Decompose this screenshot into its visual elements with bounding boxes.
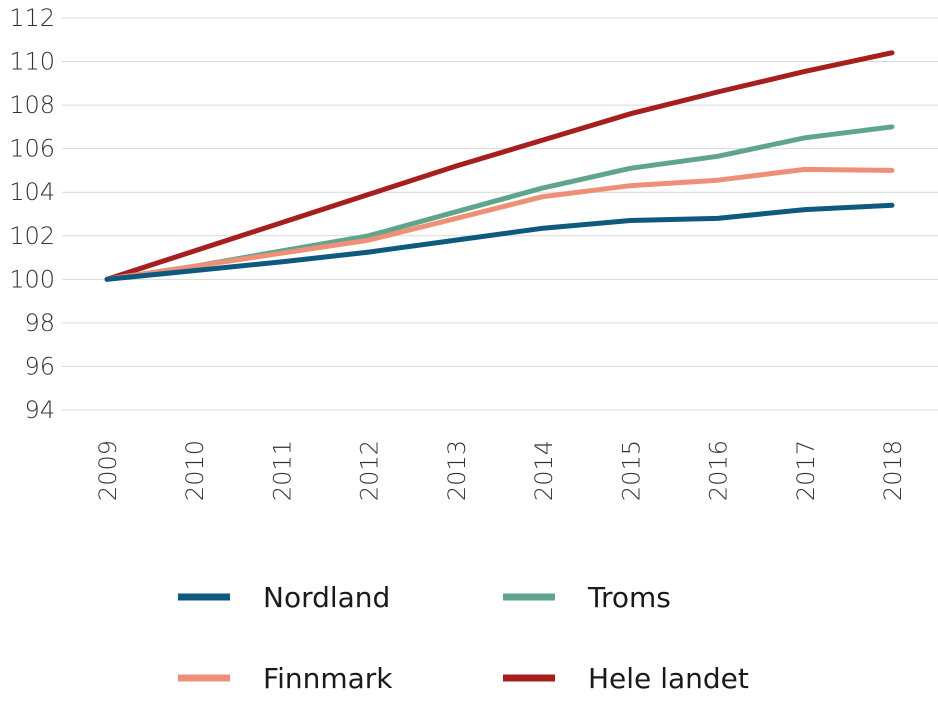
y-tick-label: 112 [9, 4, 55, 32]
x-tick-label: 2010 [181, 440, 209, 501]
legend: Nordland Troms Finnmark Hele landet [178, 581, 749, 695]
x-axis-ticks: 2009 2010 2011 2012 2013 2014 2015 2016 2017 2018 [94, 440, 907, 501]
y-tick-label: 98 [24, 309, 55, 337]
x-tick-label: 2017 [792, 440, 820, 501]
y-tick-label: 110 [9, 48, 55, 76]
x-tick-label: 2012 [356, 440, 384, 501]
series-line-nordland [104, 202, 895, 282]
y-tick-label: 94 [24, 396, 55, 424]
y-axis-ticks: 94 96 98 100 102 104 106 108 110 112 [9, 4, 55, 424]
x-tick-label: 2018 [879, 440, 907, 501]
x-tick-label: 2014 [530, 440, 558, 501]
y-tick-label: 104 [9, 178, 55, 206]
y-tick-label: 100 [9, 265, 55, 293]
x-tick-label: 2011 [268, 440, 296, 501]
y-tick-label: 106 [9, 135, 55, 163]
x-tick-label: 2009 [94, 440, 122, 501]
grid-lines [62, 17, 938, 411]
legend-label-hele-landet: Hele landet [588, 662, 749, 695]
legend-label-troms: Troms [587, 581, 671, 614]
series-line-finnmark [104, 166, 895, 282]
y-tick-label: 108 [9, 91, 55, 119]
legend-label-finnmark: Finnmark [263, 662, 393, 695]
x-tick-label: 2013 [443, 440, 471, 501]
series-line-troms [104, 124, 895, 282]
x-tick-label: 2016 [705, 440, 733, 501]
series-line-hele-landet [104, 50, 895, 282]
legend-label-nordland: Nordland [263, 581, 390, 614]
series-lines [104, 50, 895, 282]
x-tick-label: 2015 [617, 440, 645, 501]
y-tick-label: 102 [9, 222, 55, 250]
y-tick-label: 96 [24, 352, 55, 380]
